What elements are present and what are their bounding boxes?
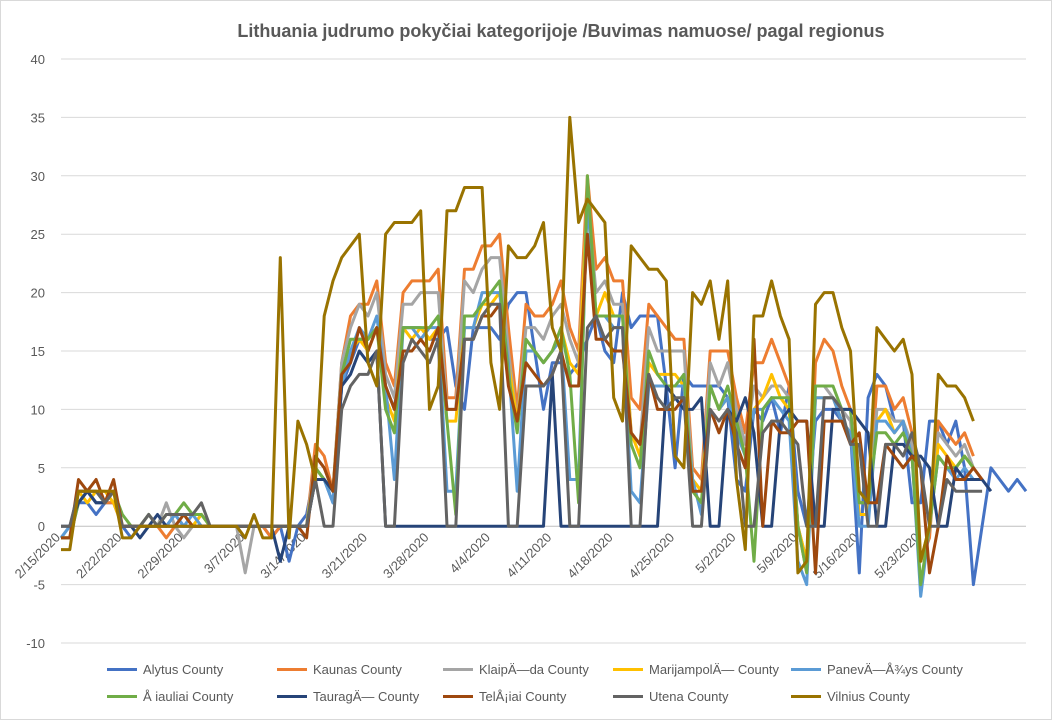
- y-tick-label: 0: [38, 519, 45, 534]
- legend-item: Å iauliai County: [107, 686, 233, 706]
- legend-label: PanevÄ—Å¾ys County: [827, 661, 963, 677]
- series-lines: [59, 115, 1028, 598]
- y-tick-label: 20: [31, 286, 45, 301]
- legend-label: MarijampolÄ— County: [649, 661, 780, 677]
- x-tick-label: 4/18/2020: [564, 530, 616, 582]
- legend-swatch: [107, 667, 137, 671]
- x-tick-label: 5/2/2020: [692, 530, 738, 576]
- legend-label: Alytus County: [143, 661, 224, 677]
- legend-item: Kaunas County: [277, 659, 402, 679]
- x-tick-label: 4/25/2020: [626, 530, 678, 582]
- y-tick-label: -5: [33, 578, 45, 593]
- legend-swatch: [277, 667, 307, 671]
- legend-swatch: [791, 694, 821, 698]
- y-tick-label: 25: [31, 227, 45, 242]
- legend-item: PanevÄ—Å¾ys County: [791, 659, 963, 679]
- y-axis-ticks: -10 -5 0 5 10 15 20 25 30 35 40: [26, 52, 45, 651]
- x-tick-label: 3/28/2020: [380, 530, 432, 582]
- legend-label: Å iauliai County: [143, 688, 234, 704]
- x-tick-label: 4/4/2020: [447, 530, 493, 576]
- chart-title: Lithuania judrumo pokyčiai kategorijoje …: [237, 21, 885, 41]
- legend-label: KlaipÄ—da County: [479, 661, 589, 677]
- legend-label: Utena County: [649, 688, 729, 704]
- y-tick-label: 5: [38, 461, 45, 476]
- legend-swatch: [613, 694, 643, 698]
- legend-item: MarijampolÄ— County: [613, 659, 779, 679]
- x-tick-label: 4/11/2020: [504, 530, 555, 581]
- legend-swatch: [277, 694, 307, 698]
- legend-swatch: [107, 694, 137, 698]
- legend-item: Utena County: [613, 686, 729, 706]
- y-tick-label: 35: [31, 110, 45, 125]
- legend-swatch: [613, 667, 643, 671]
- x-tick-label: 3/21/2020: [319, 530, 371, 582]
- x-tick-label: 5/23/2020: [871, 530, 923, 582]
- y-tick-label: 30: [31, 169, 45, 184]
- legend-label: Kaunas County: [313, 661, 402, 677]
- x-tick-label: 5/9/2020: [754, 530, 800, 576]
- gridlines: [61, 58, 1026, 644]
- legend-label: TauragÄ— County: [313, 688, 420, 704]
- y-tick-label: 40: [31, 52, 45, 67]
- series-line-9: [61, 115, 975, 575]
- legend-swatch: [791, 667, 821, 671]
- legend-label: TelÅ¡iai County: [479, 688, 567, 704]
- y-tick-label: 15: [31, 344, 45, 359]
- x-axis-ticks: 2/15/2020 2/22/2020 2/29/2020 3/7/2020 3/14/…: [12, 530, 923, 582]
- legend-swatch: [443, 694, 473, 698]
- legend-item: Vilnius County: [791, 686, 910, 706]
- y-tick-label: 10: [31, 402, 45, 417]
- legend-label: Vilnius County: [827, 688, 910, 704]
- x-tick-label: 2/15/2020: [12, 530, 64, 582]
- legend-item: TelÅ¡iai County: [443, 686, 566, 706]
- legend-item: KlaipÄ—da County: [443, 659, 589, 679]
- legend-item: TauragÄ— County: [277, 686, 419, 706]
- x-tick-label: 2/22/2020: [73, 530, 125, 582]
- y-tick-label: -10: [26, 636, 45, 651]
- legend-item: Alytus County: [107, 659, 223, 679]
- legend-swatch: [443, 667, 473, 671]
